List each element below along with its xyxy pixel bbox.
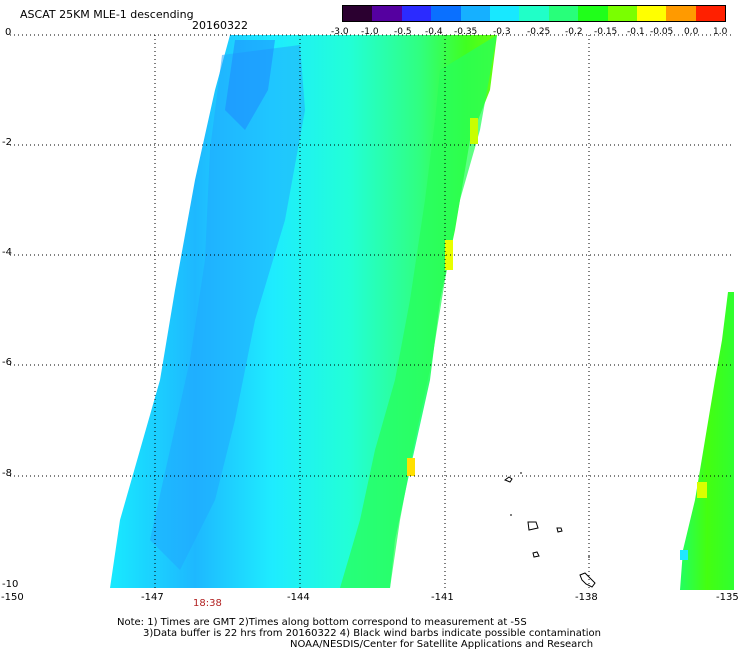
y-axis-label: -10	[2, 579, 19, 590]
y-axis-label: -8	[2, 468, 12, 479]
x-axis-label: -135	[716, 592, 739, 603]
island-outline	[579, 572, 596, 588]
colorbar-segment	[666, 6, 696, 21]
x-axis-label: -147	[141, 592, 164, 603]
colorbar-segment	[695, 6, 726, 21]
x-axis-label: -150	[1, 592, 24, 603]
colorbar-label: 1.0	[713, 27, 728, 37]
colorbar-label: -0.35	[454, 27, 478, 37]
swath-green-edge	[340, 35, 497, 588]
colorbar-segment	[519, 6, 549, 21]
colorbar-label: 0.0	[684, 27, 699, 37]
colorbar-label: -1.0	[361, 27, 379, 37]
island-outline	[532, 551, 540, 558]
colorbar-label: -0.5	[394, 27, 412, 37]
colorbar-segment	[636, 6, 667, 21]
swath-blue-core	[150, 45, 305, 570]
island-outline	[503, 476, 513, 483]
colorbar-label: -0.2	[565, 27, 583, 37]
footer-note-line1: Note: 1) Times are GMT 2)Times along bot…	[117, 617, 527, 628]
swath-yellow-spot	[407, 458, 415, 476]
colorbar-segment	[401, 6, 432, 21]
product-date: 20160322	[192, 19, 248, 32]
time-label: 18:38	[193, 598, 222, 609]
swath-yellow-spot	[445, 240, 453, 270]
swath-right	[680, 292, 734, 590]
y-axis-label: -6	[2, 357, 12, 368]
footer-credit: NOAA/NESDIS/Center for Satellite Applica…	[290, 639, 594, 650]
islands	[503, 472, 596, 588]
colorbar-segment	[489, 6, 520, 21]
swath-yellow-spot	[697, 482, 707, 498]
x-axis-label: -141	[431, 592, 454, 603]
colorbar-label: -0.05	[650, 27, 674, 37]
colorbar-segment	[343, 6, 373, 21]
colorbar-label: -0.4	[425, 27, 443, 37]
colorbar-segment	[548, 6, 579, 21]
y-axis-label: 0	[5, 27, 12, 38]
swath-cyan-spot	[680, 550, 688, 560]
product-title: ASCAT 25KM MLE-1 descending	[20, 8, 194, 21]
grid	[10, 34, 734, 588]
colorbar-label: -3.0	[331, 27, 349, 37]
colorbar-label: -0.15	[594, 27, 618, 37]
y-axis-label: -4	[2, 247, 12, 258]
footer-note-line2: 3)Data buffer is 22 hrs from 20160322 4)…	[143, 628, 601, 639]
colorbar-label: -0.25	[527, 27, 551, 37]
x-axis-label: -138	[575, 592, 598, 603]
island-outline	[556, 527, 563, 533]
colorbar-segment	[578, 6, 608, 21]
swath-blue-core	[225, 40, 275, 130]
colorbar	[342, 5, 726, 22]
colorbar-label: -0.3	[493, 27, 511, 37]
colorbar-segment	[460, 6, 490, 21]
swath-yellow-spot	[470, 118, 478, 144]
island-outline	[527, 521, 539, 531]
y-axis-label: -2	[2, 137, 12, 148]
colorbar-segment	[607, 6, 637, 21]
x-axis-label: -144	[287, 592, 310, 603]
colorbar-segment	[372, 6, 402, 21]
colorbar-segment	[431, 6, 461, 21]
colorbar-label: -0.1	[627, 27, 645, 37]
